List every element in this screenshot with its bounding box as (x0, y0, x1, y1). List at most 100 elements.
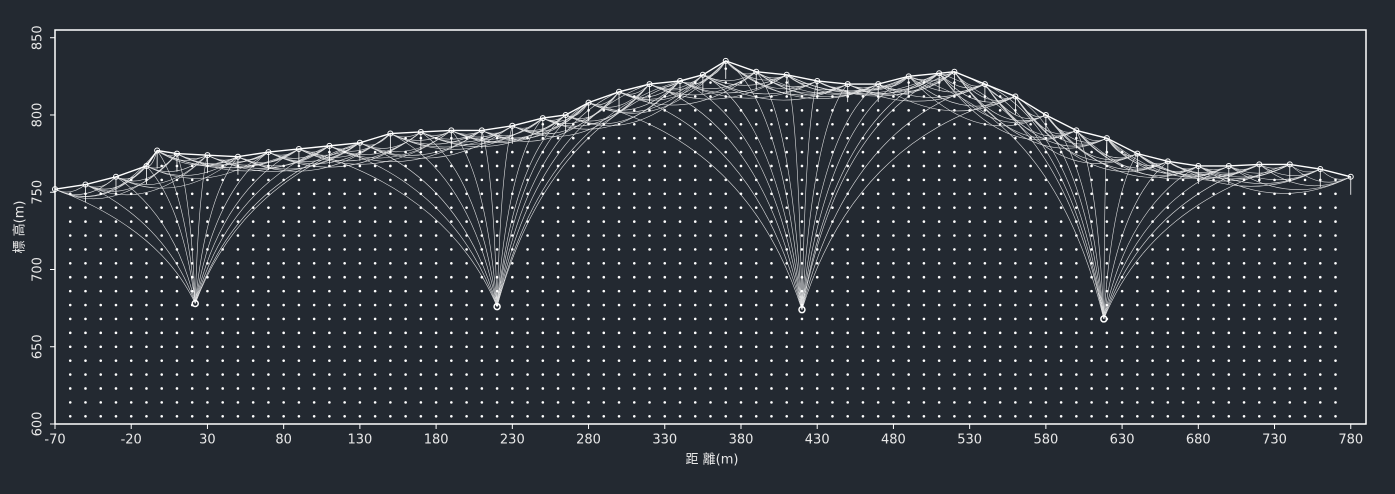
grid-node (678, 359, 682, 362)
grid-node (160, 178, 164, 182)
grid-node (175, 234, 179, 237)
ray (1103, 164, 1290, 320)
grid-node (251, 303, 255, 307)
grid-node (968, 206, 971, 209)
grid-node (404, 262, 407, 265)
grid-node (724, 414, 728, 418)
surface-node (1042, 111, 1049, 118)
grid-node (434, 192, 438, 196)
grid-node (419, 387, 423, 390)
grid-node (632, 289, 636, 293)
grid-node (739, 359, 743, 362)
grid-node (145, 303, 148, 307)
grid-node (190, 220, 194, 223)
grid-node (617, 401, 621, 404)
grid-node (1105, 345, 1109, 349)
grid-node (709, 317, 712, 321)
grid-node (663, 262, 667, 265)
grid-node (1303, 234, 1307, 237)
grid-node (282, 248, 285, 251)
grid-node (160, 401, 164, 404)
grid-node (282, 262, 285, 265)
grid-node (465, 178, 468, 182)
grid-node (1257, 345, 1261, 349)
grid-node (693, 109, 697, 112)
grid-node (1212, 262, 1215, 265)
grid-node (450, 387, 453, 390)
surface-node (814, 77, 821, 84)
grid-node (236, 373, 240, 376)
grid-node (114, 317, 118, 321)
ray (1076, 130, 1105, 319)
grid-node (785, 359, 789, 362)
grid-node (84, 401, 87, 404)
grid-node (632, 317, 636, 321)
grid-node (556, 303, 560, 307)
ray-arc (618, 71, 757, 106)
ray (786, 74, 803, 310)
grid-node (236, 303, 240, 307)
ray (618, 91, 803, 310)
grid-node (84, 234, 87, 237)
grid-node (876, 387, 880, 390)
grid-node (251, 275, 255, 279)
grid-node (358, 178, 362, 182)
grid-node (1136, 234, 1139, 237)
grid-node (282, 178, 285, 182)
grid-node (1029, 387, 1032, 390)
grid-node (617, 220, 621, 223)
grid-node (1029, 303, 1032, 307)
grid-node (617, 387, 621, 390)
grid-node (129, 317, 133, 321)
grid-node (892, 345, 895, 349)
grid-node (892, 414, 895, 418)
grid-node (526, 401, 529, 404)
grid-node (861, 331, 865, 335)
grid-node (251, 178, 255, 182)
grid-node (1075, 331, 1078, 335)
grid-node (632, 359, 636, 362)
grid-node (206, 178, 209, 182)
grid-node (937, 275, 941, 279)
grid-node (1090, 373, 1093, 376)
grid-node (99, 220, 103, 223)
surface-node (173, 150, 180, 157)
grid-node (998, 109, 1002, 112)
grid-node (922, 289, 926, 293)
grid-node (937, 317, 941, 321)
grid-node (1166, 303, 1170, 307)
ray (801, 83, 985, 310)
grid-node (358, 373, 362, 376)
grid-node (511, 359, 514, 362)
grid-node (602, 331, 606, 335)
grid-node (297, 303, 301, 307)
grid-node (770, 248, 773, 251)
grid-node (754, 109, 758, 112)
grid-node (373, 303, 377, 307)
grid-node (1242, 387, 1246, 390)
grid-node (709, 414, 712, 418)
grid-node (343, 373, 346, 376)
ray (194, 155, 208, 304)
ray-arc (938, 73, 1077, 141)
grid-node (1090, 359, 1093, 362)
grid-node (831, 387, 834, 390)
grid-node (739, 275, 743, 279)
grid-node (1318, 289, 1322, 293)
ray (329, 145, 498, 307)
grid-node (129, 262, 133, 265)
grid-node (541, 373, 545, 376)
ray (801, 72, 940, 310)
grid-node (419, 289, 423, 293)
grid-node (450, 262, 453, 265)
grid-node (175, 206, 179, 209)
grid-node (1120, 373, 1124, 376)
grid-node (526, 345, 529, 349)
grid-node (480, 373, 484, 376)
grid-node (526, 414, 529, 418)
grid-node (709, 234, 712, 237)
grid-node (754, 206, 758, 209)
grid-node (190, 317, 194, 321)
grid-node (221, 220, 224, 223)
grid-node (1090, 331, 1093, 335)
